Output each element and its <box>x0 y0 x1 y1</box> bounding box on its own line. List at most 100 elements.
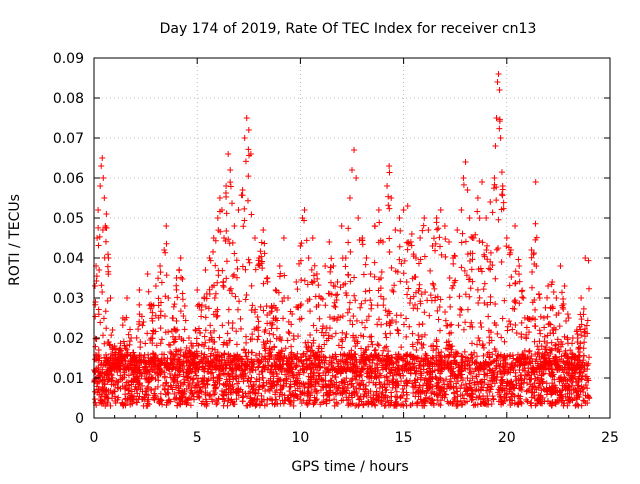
data-point <box>341 377 348 384</box>
data-point <box>102 223 109 229</box>
data-point <box>332 330 339 337</box>
data-point <box>397 393 404 400</box>
data-point <box>105 387 112 394</box>
data-point <box>556 323 563 330</box>
data-point <box>381 344 388 351</box>
data-point <box>541 398 548 405</box>
data-point <box>343 359 350 366</box>
data-point <box>516 300 523 307</box>
data-point <box>187 402 194 409</box>
data-point <box>312 293 319 300</box>
data-point <box>470 235 477 241</box>
data-point <box>402 358 409 365</box>
data-point <box>296 371 303 378</box>
data-point <box>480 359 487 366</box>
data-point <box>433 391 440 398</box>
data-point <box>341 366 348 373</box>
data-point <box>430 400 437 407</box>
data-point <box>554 366 561 373</box>
data-point <box>331 402 338 409</box>
data-point <box>533 356 540 363</box>
data-point <box>426 376 433 383</box>
data-point <box>214 378 221 385</box>
data-point <box>211 295 218 302</box>
data-point <box>384 361 391 368</box>
data-point <box>322 263 329 269</box>
data-point <box>436 243 443 250</box>
data-point <box>223 193 230 200</box>
data-point <box>342 263 349 270</box>
data-point <box>222 370 229 377</box>
data-point <box>259 265 266 272</box>
data-point <box>171 301 178 308</box>
data-point <box>331 381 338 388</box>
data-point <box>437 296 444 303</box>
data-point <box>264 275 271 281</box>
data-point <box>425 384 432 391</box>
data-point <box>403 380 410 387</box>
data-point <box>262 362 269 369</box>
data-point <box>91 396 98 403</box>
data-point <box>501 354 508 361</box>
data-point <box>254 356 261 363</box>
data-point <box>404 291 411 298</box>
data-point <box>463 272 470 279</box>
data-point <box>309 347 316 354</box>
data-point <box>349 375 356 382</box>
data-point <box>577 340 584 347</box>
data-point <box>493 246 500 253</box>
data-point <box>202 327 209 334</box>
data-point <box>372 366 379 373</box>
data-point <box>536 383 543 390</box>
data-point <box>442 317 449 324</box>
data-point <box>92 301 99 308</box>
data-point <box>474 286 481 293</box>
data-point <box>382 307 389 314</box>
data-point <box>249 360 256 367</box>
data-point <box>157 396 164 403</box>
data-point <box>177 308 184 315</box>
data-point <box>169 315 176 321</box>
y-tick-label: 0.01 <box>53 371 84 387</box>
data-point <box>103 325 110 332</box>
data-point <box>277 364 284 371</box>
data-point <box>536 327 543 334</box>
data-point <box>137 386 144 393</box>
data-point <box>157 269 164 276</box>
data-point <box>436 352 443 359</box>
data-point <box>261 250 268 257</box>
data-point <box>100 175 107 181</box>
data-point <box>223 258 230 265</box>
data-point <box>163 379 170 386</box>
data-point <box>167 349 174 356</box>
data-point <box>583 322 590 329</box>
data-point <box>326 354 333 361</box>
data-point <box>128 398 135 405</box>
data-point <box>193 335 200 342</box>
data-point <box>349 321 356 328</box>
data-point <box>283 376 290 383</box>
data-point <box>374 341 381 348</box>
data-point <box>498 401 505 408</box>
data-point <box>137 338 144 345</box>
data-point <box>212 290 219 297</box>
data-point <box>413 355 420 362</box>
data-point <box>360 333 367 340</box>
data-point <box>446 275 453 282</box>
data-point <box>136 393 143 400</box>
data-point <box>487 258 494 265</box>
data-point <box>229 358 236 365</box>
data-point <box>521 361 528 368</box>
data-point <box>229 273 236 280</box>
data-point <box>163 272 170 279</box>
data-point <box>541 355 548 362</box>
data-point <box>144 271 151 277</box>
data-point <box>404 246 411 253</box>
data-point <box>572 402 579 409</box>
data-point <box>101 354 108 361</box>
data-point <box>297 257 304 264</box>
data-point <box>182 317 189 324</box>
data-point <box>569 364 576 371</box>
data-point <box>401 366 408 373</box>
data-point <box>447 373 454 380</box>
